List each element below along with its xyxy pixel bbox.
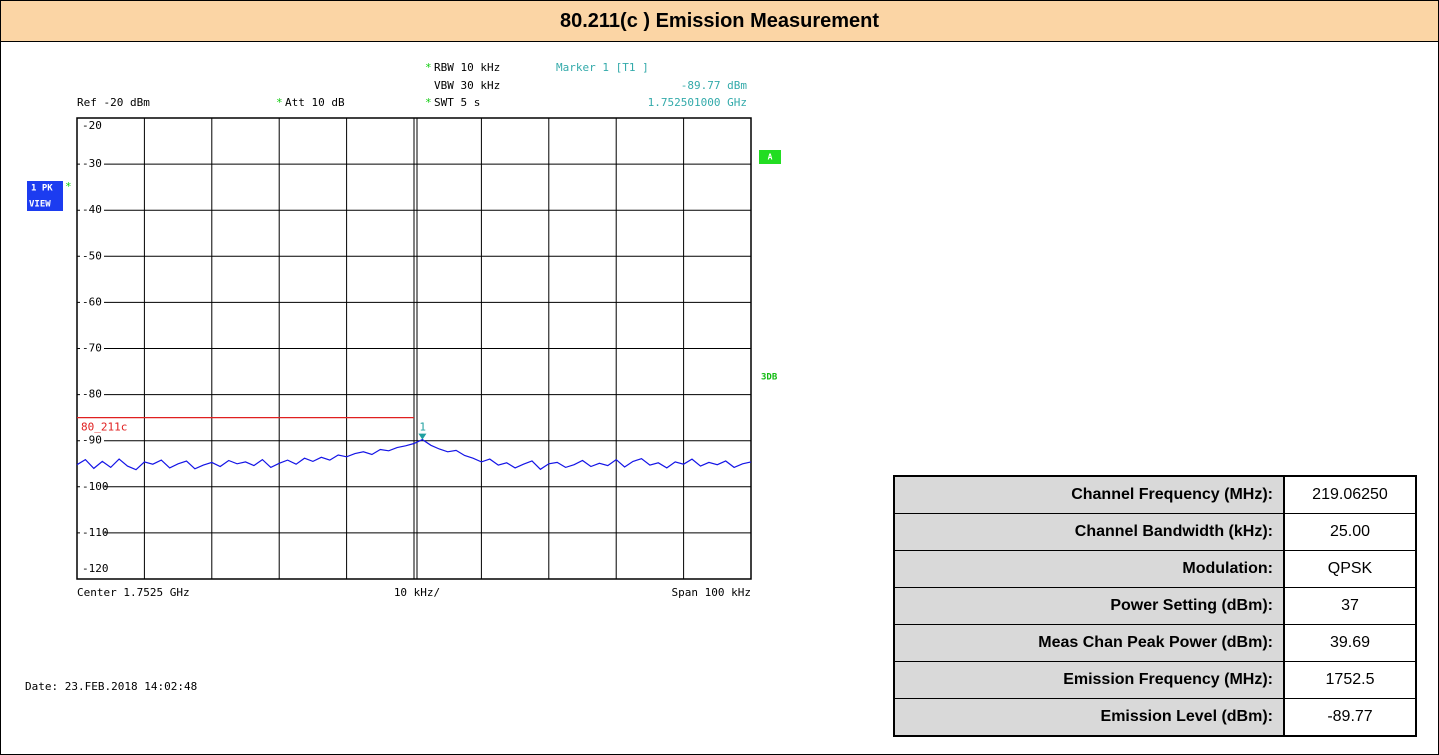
y-tick-label: -80 [82,388,102,401]
setting-text: Span 100 kHz [672,586,751,599]
a-label: A [768,153,773,162]
row-label: Modulation: [893,550,1285,588]
row-label: Emission Level (dBm): [893,698,1285,737]
setting-text: Att 10 dB [285,96,345,109]
setting-text: RBW 10 kHz [434,61,500,74]
row-label: Channel Bandwidth (kHz): [893,513,1285,551]
marker [418,433,427,440]
table-row: Meas Chan Peak Power (dBm): 39.69 [893,624,1417,662]
setting-text: Marker 1 [T1 ] [556,61,649,74]
info-table: Channel Frequency (MHz): 219.06250 Channel… [893,475,1417,737]
tick-label-bg [80,480,104,493]
y-tick-label: -70 [82,342,102,355]
y-tick-label: -50 [82,249,102,262]
y-tick-label: -90 [82,434,102,447]
row-value: 37 [1283,587,1417,625]
setting-text: * [276,96,283,109]
setting-text: 10 kHz/ [394,586,440,599]
row-value: 219.06250 [1283,475,1417,514]
row-value: 39.69 [1283,624,1417,662]
y-tick-label: -60 [82,295,102,308]
trace [76,438,752,471]
setting-text: Date: 23.FEB.2018 14:02:48 [25,680,197,693]
limit-label: 80_211c [81,421,127,434]
header-title: 80.211(c ) Emission Measurement [1,1,1438,42]
a-badge [759,150,781,164]
row-label: Meas Chan Peak Power (dBm): [893,624,1285,662]
y-tick-label: -40 [82,203,102,216]
tick-label-bg [80,563,104,575]
setting-text: Ref -20 dBm [77,96,150,109]
row-label: Emission Frequency (MHz): [893,661,1285,699]
setting-text: Center 1.7525 GHz [77,586,190,599]
row-value: 25.00 [1283,513,1417,551]
y-tick-label: -120 [82,562,109,575]
table-row: Modulation: QPSK [893,550,1417,588]
row-label: Power Setting (dBm): [893,587,1285,625]
table-row: Channel Frequency (MHz): 219.06250 [893,475,1417,514]
tick-label-bg [80,388,104,401]
tick-label-bg [80,526,104,539]
setting-text: -89.77 dBm [681,79,748,92]
setting-text: SWT 5 s [434,96,480,109]
trace-flag: * [65,180,72,193]
table-row: Channel Bandwidth (kHz): 25.00 [893,513,1417,551]
view-label: VIEW [29,200,51,210]
setting-text: * [425,61,432,74]
y-tick-label: -30 [82,157,102,170]
tick-label-bg [80,250,104,263]
tick-label-bg [80,342,104,355]
setting-text: VBW 30 kHz [434,79,500,92]
setting-text: * [425,96,432,109]
tick-label-bg [80,158,104,171]
row-value: -89.77 [1283,698,1417,737]
y-tick-label: -100 [82,480,109,493]
row-value: QPSK [1283,550,1417,588]
marker-label: 1 [419,421,426,434]
y-tick-label: -20 [82,119,102,132]
y-tick-label: -110 [82,526,109,539]
tick-label-bg [80,296,104,309]
table-row: Power Setting (dBm): 37 [893,587,1417,625]
row-label: Channel Frequency (MHz): [893,475,1285,514]
trace-label: 1 PK [31,184,53,194]
db-label: 3DB [761,373,778,383]
table-row: Emission Frequency (MHz): 1752.5 [893,661,1417,699]
tick-label-bg [80,120,104,132]
tick-label-bg [80,204,104,217]
table-row: Emission Level (dBm): -89.77 [893,698,1417,737]
tick-label-bg [80,434,104,447]
trace-badge [27,181,63,211]
setting-text: 1.752501000 GHz [648,96,747,109]
row-value: 1752.5 [1283,661,1417,699]
